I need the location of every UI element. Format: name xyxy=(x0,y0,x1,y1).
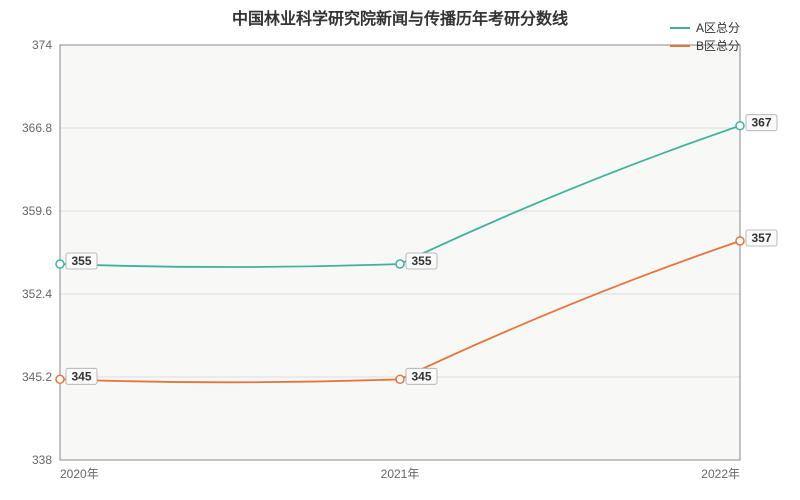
data-label: 357 xyxy=(751,231,771,245)
data-marker xyxy=(736,237,744,245)
data-marker xyxy=(396,375,404,383)
data-marker xyxy=(736,122,744,130)
y-tick-label: 366.8 xyxy=(22,121,52,135)
y-tick-label: 374 xyxy=(32,38,52,52)
chart-title: 中国林业科学研究院新闻与传播历年考研分数线 xyxy=(232,9,568,28)
data-label: 345 xyxy=(71,369,91,383)
chart-container: 338 345.2 352.4 359.6 366.8 374 2020年 2021年 2022… xyxy=(0,0,800,500)
legend-label: A区总分 xyxy=(696,21,740,35)
x-tick-label: 2022年 xyxy=(701,467,740,481)
y-tick-label: 359.6 xyxy=(22,204,52,218)
data-label: 355 xyxy=(71,254,91,268)
legend-label: B区总分 xyxy=(696,39,740,53)
data-marker xyxy=(56,375,64,383)
y-tick-label: 338 xyxy=(32,453,52,467)
y-tick-label: 352.4 xyxy=(22,287,52,301)
x-tick-label: 2020年 xyxy=(60,467,99,481)
data-label: 367 xyxy=(751,116,771,130)
data-label: 355 xyxy=(411,254,431,268)
x-tick-label: 2021年 xyxy=(381,467,420,481)
data-marker xyxy=(396,260,404,268)
line-chart-svg: 338 345.2 352.4 359.6 366.8 374 2020年 2021年 2022… xyxy=(0,0,800,500)
y-tick-label: 345.2 xyxy=(22,370,52,384)
data-marker xyxy=(56,260,64,268)
data-label: 345 xyxy=(411,369,431,383)
